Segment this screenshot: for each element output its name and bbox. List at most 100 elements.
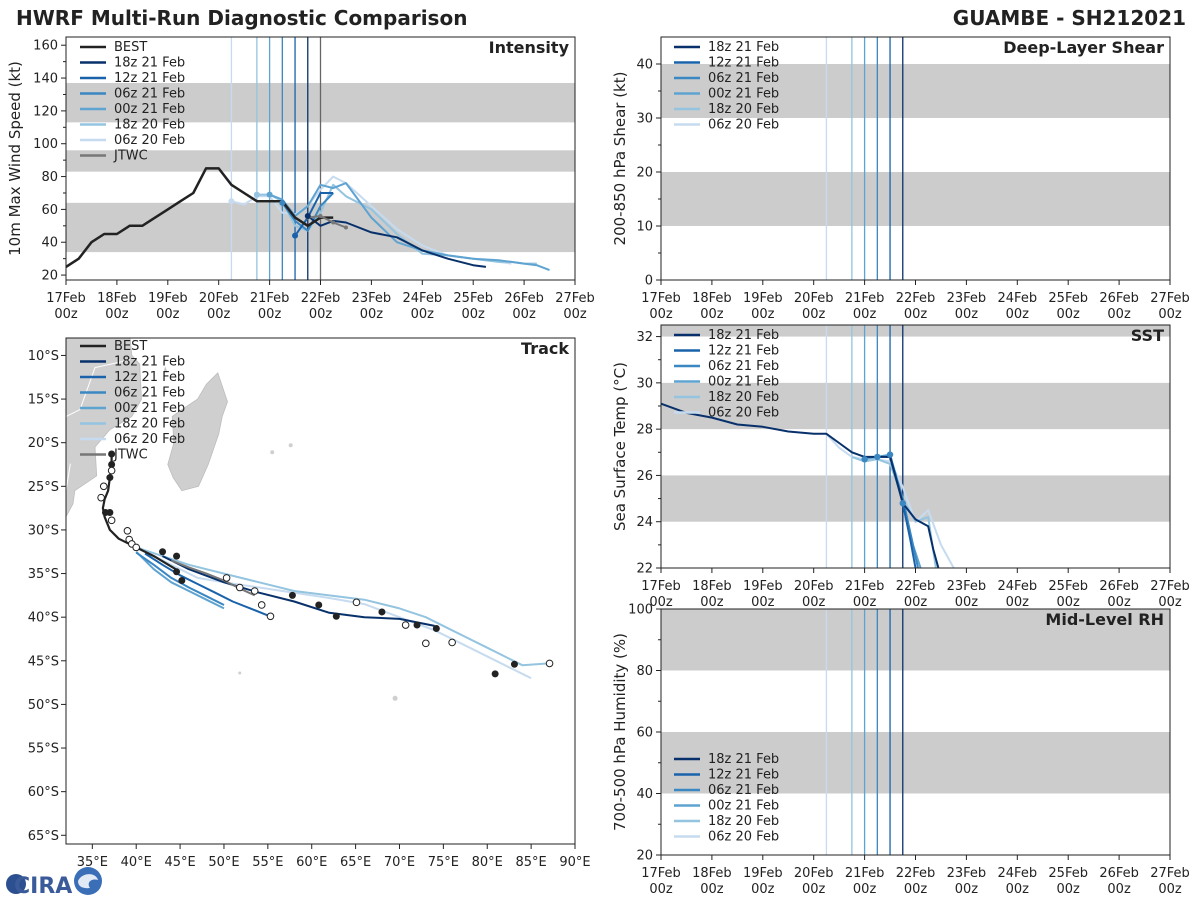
best-track-open-point xyxy=(222,574,231,582)
intensity-xtick-label-day: 21Feb xyxy=(250,291,290,306)
best-track-point xyxy=(178,577,186,585)
track-xtick-label: 60°E xyxy=(296,855,327,870)
rh-ytick-label: 40 xyxy=(636,787,653,802)
sst-xtick-label-day: 20Feb xyxy=(794,579,834,594)
shear-xtick-label-day: 26Feb xyxy=(1099,291,1139,306)
rh-xtick-label-hour: 00z xyxy=(751,882,775,897)
rh-xtick-label-hour: 00z xyxy=(904,882,928,897)
rh-xtick-label-day: 23Feb xyxy=(947,866,987,881)
intensity-ytick-label: 60 xyxy=(41,203,58,218)
sst-legend-label: 18z 20 Feb xyxy=(708,390,779,405)
madagascar xyxy=(167,372,228,492)
intensity-xtick-label-day: 17Feb xyxy=(46,291,86,306)
track-frame xyxy=(65,337,576,845)
sst-init-point xyxy=(886,451,894,458)
rh-legend-label: 06z 20 Feb xyxy=(708,830,779,845)
track-xtick-label: 80°E xyxy=(472,855,503,870)
best-track-open-point xyxy=(123,527,132,535)
intensity-legend-label: 06z 21 Feb xyxy=(114,87,185,102)
sst-xtick-label-hour: 00z xyxy=(649,595,673,610)
rh-band-0 xyxy=(661,732,1170,794)
sst-legend-label: 18z 21 Feb xyxy=(708,328,779,343)
shear-legend-label: 06z 20 Feb xyxy=(708,118,779,133)
intensity-jtwc-point xyxy=(331,220,336,225)
intensity-xtick-label-hour: 00z xyxy=(105,307,129,322)
track-legend-label: 12z 21 Feb xyxy=(114,370,185,385)
intensity-ytick-label: 160 xyxy=(33,39,58,54)
intensity-xtick-label-day: 27Feb xyxy=(555,291,595,306)
best-track-point xyxy=(413,621,421,629)
track-xtick-label: 45°E xyxy=(164,855,195,870)
shear-band-0 xyxy=(661,172,1170,226)
sst-xtick-label-hour: 00z xyxy=(1158,595,1182,610)
track-ytick-label: 45°S xyxy=(28,654,59,669)
track-ytick-label: 65°S xyxy=(28,829,59,844)
sst-legend-label: 06z 20 Feb xyxy=(708,406,779,421)
best-track-open-point xyxy=(99,482,108,491)
best-track-point xyxy=(491,670,499,678)
best-track-point xyxy=(108,461,116,468)
shear-xtick-label-hour: 00z xyxy=(649,307,673,322)
track-xtick-label: 85°E xyxy=(515,855,546,870)
intensity-xtick-label-hour: 00z xyxy=(207,307,231,322)
shear-ytick-label: 10 xyxy=(636,220,653,235)
intensity-legend-label: BEST xyxy=(114,40,147,55)
rh-panel: 2040608010017Feb00z18Feb00z19Feb00z20Feb… xyxy=(611,603,1190,898)
intensity-xtick-label-hour: 00z xyxy=(411,307,435,322)
shear-xtick-label-day: 24Feb xyxy=(998,291,1038,306)
intensity-legend-label: 00z 21 Feb xyxy=(114,102,185,117)
track-xtick-label: 40°E xyxy=(121,855,152,870)
intensity-series xyxy=(66,167,550,272)
intensity-init-point xyxy=(228,198,235,205)
track-title: Track xyxy=(521,339,569,358)
intensity-legend-label: 06z 20 Feb xyxy=(114,133,185,148)
best-track-point xyxy=(378,608,386,616)
sst-init-point xyxy=(874,453,881,461)
intensity-xtick-label-hour: 00z xyxy=(309,307,333,322)
sst-xtick-label-day: 21Feb xyxy=(845,579,885,594)
shear-ytick-label: 0 xyxy=(645,274,653,289)
best-track-open-point xyxy=(352,598,361,607)
rh-xtick-label-hour: 00z xyxy=(649,882,673,897)
reunion-island xyxy=(270,450,275,455)
rh-xtick-label-hour: 00z xyxy=(1006,882,1030,897)
rh-xtick-label-day: 21Feb xyxy=(845,866,885,881)
intensity-line-00z-21-feb xyxy=(269,182,550,272)
shear-legend-label: 12z 21 Feb xyxy=(708,56,779,71)
best-track-open-point xyxy=(401,621,410,629)
intensity-legend-label: 18z 20 Feb xyxy=(114,118,185,133)
rh-ytick-label: 20 xyxy=(636,849,653,864)
rh-xtick-label-day: 26Feb xyxy=(1099,866,1139,881)
mauritius-island xyxy=(288,443,293,448)
intensity-ylabel: 10m Max Wind Speed (kt) xyxy=(6,61,24,256)
sst-xtick-label-day: 26Feb xyxy=(1099,579,1139,594)
shear-xtick-label-day: 22Feb xyxy=(896,291,936,306)
intensity-title: Intensity xyxy=(489,38,570,57)
intensity-xtick-label-hour: 00z xyxy=(156,307,180,322)
rh-title: Mid-Level RH xyxy=(1045,610,1164,629)
intensity-xtick-label-day: 22Feb xyxy=(301,291,341,306)
intensity-ytick-label: 140 xyxy=(33,72,58,87)
best-track-open-point xyxy=(422,639,430,648)
intensity-init-point xyxy=(279,199,286,206)
rh-legend-label: 06z 21 Feb xyxy=(708,783,779,798)
best-track-point xyxy=(288,591,296,599)
best-track-point xyxy=(173,552,181,560)
shear-xtick-label-day: 21Feb xyxy=(845,291,885,306)
shear-band-1 xyxy=(661,64,1170,118)
intensity-line-12z-21-feb xyxy=(294,192,334,237)
rh-legend-label: 18z 20 Feb xyxy=(708,814,779,829)
sst-xtick-label-day: 24Feb xyxy=(998,579,1038,594)
intensity-xtick-label-hour: 00z xyxy=(462,307,486,322)
shear-ytick-label: 20 xyxy=(636,166,653,181)
best-track-open-point xyxy=(107,466,116,475)
track-ytick-label: 55°S xyxy=(28,742,59,757)
track-ytick-label: 10°S xyxy=(28,349,59,364)
track-legend-label: JTWC xyxy=(113,448,148,463)
sst-ytick-label: 24 xyxy=(636,515,653,530)
shear-xtick-label-day: 23Feb xyxy=(947,291,987,306)
intensity-ytick-label: 120 xyxy=(33,104,58,119)
sst-legend-label: 00z 21 Feb xyxy=(708,375,779,390)
intensity-init-point xyxy=(304,212,311,219)
best-track-open-point xyxy=(257,601,266,609)
